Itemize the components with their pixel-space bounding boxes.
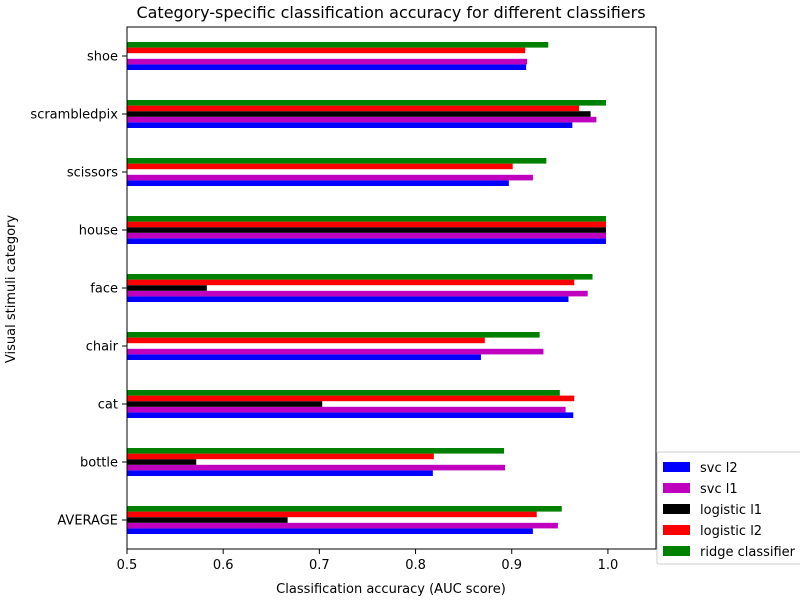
y-tick-label: scrambledpix bbox=[30, 108, 118, 123]
bar-svc-l1-scrambledpix bbox=[127, 116, 597, 123]
bar-svc-l2-house bbox=[127, 238, 606, 244]
bar-logistic-l1-house bbox=[127, 227, 606, 233]
y-tick-label: face bbox=[90, 282, 118, 297]
bar-svc-l1-bottle bbox=[127, 464, 505, 471]
legend-swatch bbox=[663, 462, 690, 472]
y-axis: AVERAGE bottle cat chair face house scissors sc… bbox=[30, 50, 127, 529]
legend-label: ridge classifier bbox=[700, 545, 796, 560]
legend-label: svc l1 bbox=[700, 482, 738, 497]
bar-svc-l1-chair bbox=[127, 348, 544, 355]
bar-logistic-l1-face bbox=[127, 285, 207, 291]
bar-svc-l2-face bbox=[127, 296, 569, 302]
x-tick-label: 0.9 bbox=[501, 558, 522, 573]
bar-logistic-l2-face bbox=[127, 279, 575, 286]
y-tick-label: scissors bbox=[67, 166, 118, 181]
legend-box bbox=[656, 451, 800, 565]
y-tick-label: chair bbox=[86, 340, 119, 355]
bar-logistic-l2-average bbox=[127, 511, 537, 518]
legend-swatch bbox=[663, 504, 690, 514]
bar-logistic-l1-cat bbox=[127, 401, 323, 407]
legend-label: logistic l2 bbox=[700, 524, 762, 539]
bar-svc-l1-house bbox=[127, 232, 606, 239]
bar-svc-l2-chair bbox=[127, 354, 481, 360]
bar-ridge-classifier-scissors bbox=[127, 158, 547, 164]
bar-logistic-l2-scrambledpix bbox=[127, 105, 580, 112]
y-tick-label: shoe bbox=[87, 50, 118, 65]
bar-logistic-l1-average bbox=[127, 517, 288, 523]
chart-title: Category-specific classification accurac… bbox=[136, 3, 645, 22]
legend-label: svc l2 bbox=[700, 461, 738, 476]
x-tick-label: 0.5 bbox=[117, 558, 138, 573]
bar-ridge-classifier-average bbox=[127, 506, 562, 512]
legend-label: logistic l1 bbox=[700, 503, 762, 518]
bars-group bbox=[127, 42, 606, 534]
bar-logistic-l2-cat bbox=[127, 395, 575, 402]
legend-swatch bbox=[663, 525, 690, 535]
legend-swatch bbox=[663, 483, 690, 493]
bar-svc-l1-face bbox=[127, 290, 588, 297]
x-axis-label: Classification accuracy (AUC score) bbox=[276, 582, 506, 597]
x-tick-label: 0.7 bbox=[309, 558, 330, 573]
bar-svc-l2-bottle bbox=[127, 470, 433, 476]
y-tick-label: cat bbox=[98, 398, 118, 413]
bar-ridge-classifier-chair bbox=[127, 332, 540, 338]
bar-logistic-l2-chair bbox=[127, 337, 485, 344]
bar-svc-l2-shoe bbox=[127, 64, 527, 70]
bar-logistic-l2-shoe bbox=[127, 47, 526, 54]
bar-ridge-classifier-face bbox=[127, 274, 593, 280]
bar-logistic-l1-bottle bbox=[127, 459, 197, 465]
y-tick-label: house bbox=[79, 224, 118, 239]
bar-svc-l1-scissors bbox=[127, 174, 533, 181]
bar-ridge-classifier-shoe bbox=[127, 42, 549, 48]
bar-svc-l1-shoe bbox=[127, 58, 528, 65]
bar-ridge-classifier-cat bbox=[127, 390, 560, 396]
y-tick-label: AVERAGE bbox=[57, 514, 118, 529]
bar-ridge-classifier-bottle bbox=[127, 448, 505, 454]
bar-logistic-l2-bottle bbox=[127, 453, 434, 460]
bar-logistic-l1-scrambledpix bbox=[127, 111, 591, 117]
bar-ridge-classifier-house bbox=[127, 216, 606, 222]
x-tick-label: 0.6 bbox=[213, 558, 234, 573]
bar-svc-l2-scissors bbox=[127, 180, 509, 186]
legend-swatch bbox=[663, 546, 690, 556]
bar-svc-l2-scrambledpix bbox=[127, 122, 573, 128]
legend: svc l2 svc l1 logistic l1 logistic l2 ridge … bbox=[656, 451, 800, 565]
bar-svc-l1-average bbox=[127, 522, 558, 529]
x-axis: 0.5 0.6 0.7 0.8 0.9 1.0 bbox=[117, 549, 619, 573]
y-axis-label: Visual stimuli category bbox=[4, 215, 19, 363]
x-tick-label: 0.8 bbox=[405, 558, 426, 573]
y-tick-label: bottle bbox=[80, 456, 118, 471]
bar-svc-l2-average bbox=[127, 528, 533, 534]
x-tick-label: 1.0 bbox=[598, 558, 619, 573]
bar-svc-l2-cat bbox=[127, 412, 574, 418]
bar-logistic-l2-scissors bbox=[127, 163, 513, 170]
bar-logistic-l2-house bbox=[127, 221, 606, 228]
bar-ridge-classifier-scrambledpix bbox=[127, 100, 606, 106]
bar-svc-l1-cat bbox=[127, 406, 566, 413]
